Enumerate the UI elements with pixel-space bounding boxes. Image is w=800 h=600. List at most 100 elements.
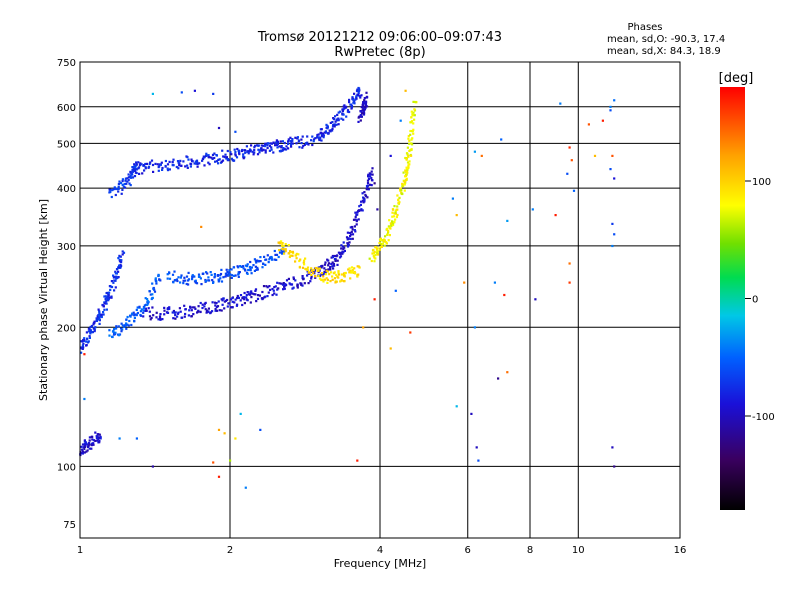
echo-point [357,120,360,123]
echo-point [90,442,94,445]
echo-point [225,157,228,160]
echo-point [246,150,249,153]
echo-point [327,259,330,262]
echo-point [244,486,247,489]
echo-point [125,182,128,185]
echo-point [272,141,275,144]
echo-point [405,170,408,173]
echo-point [296,137,299,140]
echo-point [349,269,352,272]
echo-point [340,273,343,276]
echo-point [354,211,357,214]
echo-point [105,308,108,311]
echo-point [325,123,328,126]
echo-point [613,233,616,236]
echo-point [275,293,278,296]
echo-point [189,165,192,168]
echo-point [230,153,233,156]
echo-point [411,113,414,116]
echo-point [153,288,156,291]
echo-point [291,139,294,142]
echo-point [94,326,97,329]
echo-point [168,160,171,163]
echo-point [121,324,124,327]
echo-point [262,144,265,147]
echo-point [328,273,331,276]
echo-point [329,121,332,124]
echo-point [312,271,315,275]
echo-point [94,439,97,442]
echo-point [255,268,258,271]
echo-point [226,298,229,302]
echo-point [205,271,208,274]
echo-point [340,252,343,255]
echo-point [118,437,121,440]
echo-point [333,264,336,267]
echo-point [317,274,320,278]
echo-point [93,330,96,333]
echo-point [214,309,217,312]
echo-point [351,98,355,101]
echo-point [284,248,287,251]
echo-point [225,274,228,277]
echo-point [333,277,337,280]
echo-point [154,279,157,282]
echo-point [568,146,571,149]
echo-point [413,114,416,117]
echo-point [264,149,267,152]
echo-point [392,215,396,218]
echo-point [249,267,252,270]
echo-point [278,282,281,285]
echo-point [361,109,364,112]
echo-point [193,275,196,278]
echo-point [131,176,134,179]
echo-point [219,274,222,277]
echo-point [177,167,180,170]
echo-point [243,291,246,295]
echo-point [284,283,287,286]
echo-point [209,271,212,274]
echo-point [268,258,271,261]
echo-point [207,307,210,310]
echo-point [398,196,401,199]
echo-point [412,111,415,114]
echo-point [412,100,415,103]
echo-point [283,285,286,288]
echo-point [213,152,216,155]
echo-point [166,277,169,280]
echo-point [321,134,324,138]
echo-point [105,296,108,299]
echo-point [331,261,334,264]
echo-point [385,242,388,245]
echo-point [381,242,384,245]
echo-point [264,258,267,261]
echo-point [230,274,234,277]
echo-point [248,150,252,153]
echo-point [333,258,336,261]
echo-point [91,331,94,334]
echo-point [151,465,154,468]
echo-point [347,244,350,247]
echo-point [358,95,361,98]
echo-point [354,230,357,233]
echo-point [322,280,325,283]
echo-point [360,115,363,118]
echo-point [270,255,273,259]
echo-point [110,280,113,283]
echo-point [394,289,397,292]
echo-point [176,315,179,318]
echo-point [406,146,409,149]
echo-point [108,191,111,194]
echo-point [95,435,98,438]
echo-point [255,261,258,264]
echo-point [311,135,314,138]
echo-point [288,255,291,259]
echo-point [119,265,122,268]
echo-point [102,305,105,308]
echo-point [226,271,229,274]
echo-point [198,162,201,165]
echo-point [267,261,270,264]
echo-point [273,292,276,295]
echo-point [355,223,358,226]
echo-point [260,147,263,150]
